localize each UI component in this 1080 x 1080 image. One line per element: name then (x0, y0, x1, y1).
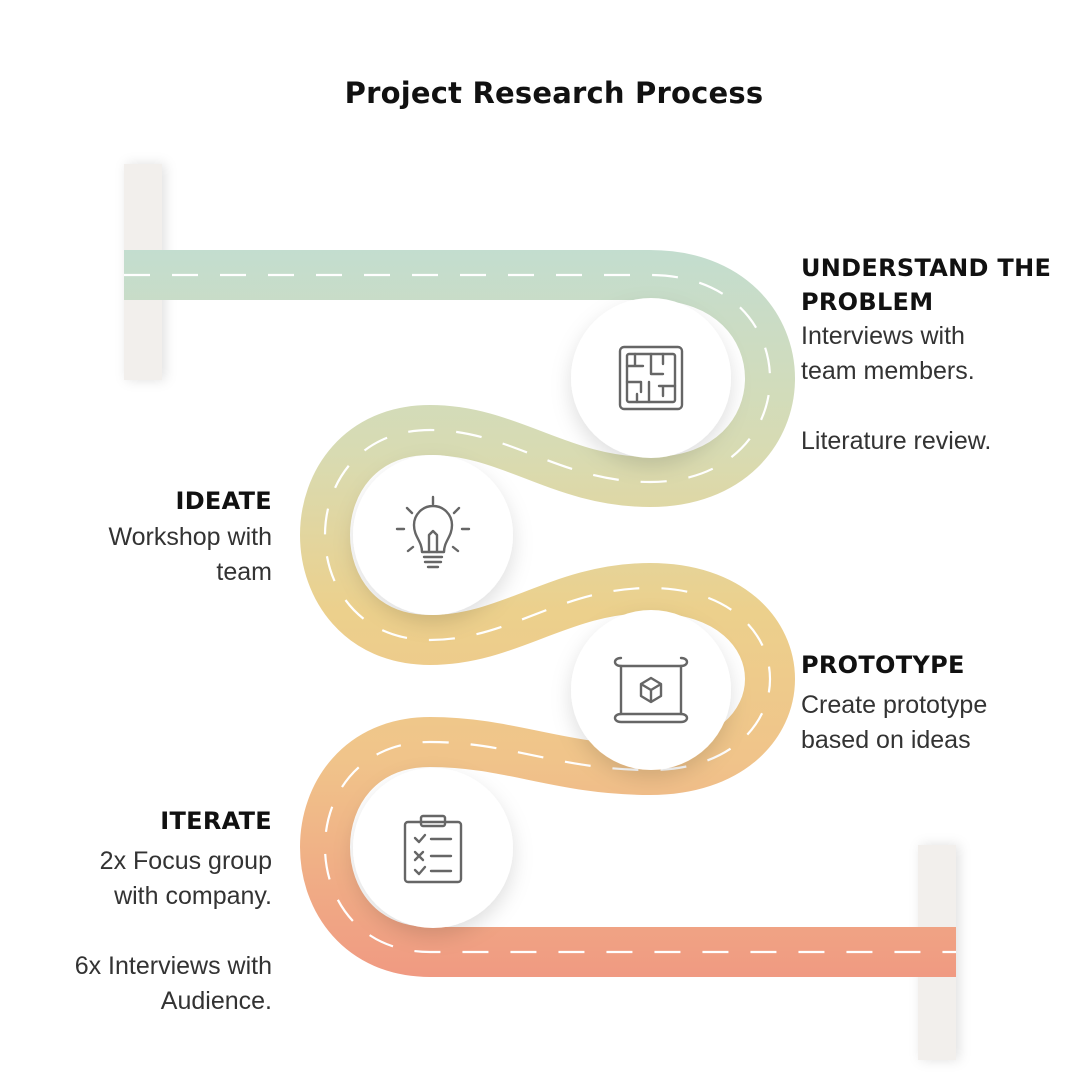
road-center-dashes (124, 273, 956, 954)
checklist-clipboard-icon (403, 814, 463, 884)
step-heading: UNDERSTAND THE PROBLEM (801, 254, 1052, 316)
step-heading: IDEATE (175, 487, 272, 515)
step-description: Create prototype based on ideas (801, 691, 988, 754)
step-heading: PROTOTYPE (801, 651, 965, 679)
blueprint-cube-icon (613, 656, 689, 724)
step-iterate: ITERATE 2x Focus group with company. 6x … (20, 804, 272, 1019)
step-4-icon-circle (353, 768, 513, 928)
step-3-icon-circle (571, 610, 731, 770)
step-understand-the-problem: UNDERSTAND THE PROBLEM Interviews with t… (801, 251, 1071, 459)
maze-icon (618, 345, 684, 411)
step-description: Interviews with team members. Literature… (801, 322, 992, 455)
step-2-icon-circle (353, 455, 513, 615)
step-ideate: IDEATE Workshop with team (20, 484, 273, 590)
step-description: Workshop with team (108, 523, 273, 586)
step-heading: ITERATE (160, 807, 272, 835)
step-1-icon-circle (571, 298, 731, 458)
step-description: 2x Focus group with company. 6x Intervie… (74, 847, 272, 1015)
page-title: Project Research Process (344, 76, 764, 110)
lightbulb-icon (395, 495, 471, 569)
step-prototype: PROTOTYPE Create prototype based on idea… (801, 648, 1071, 758)
